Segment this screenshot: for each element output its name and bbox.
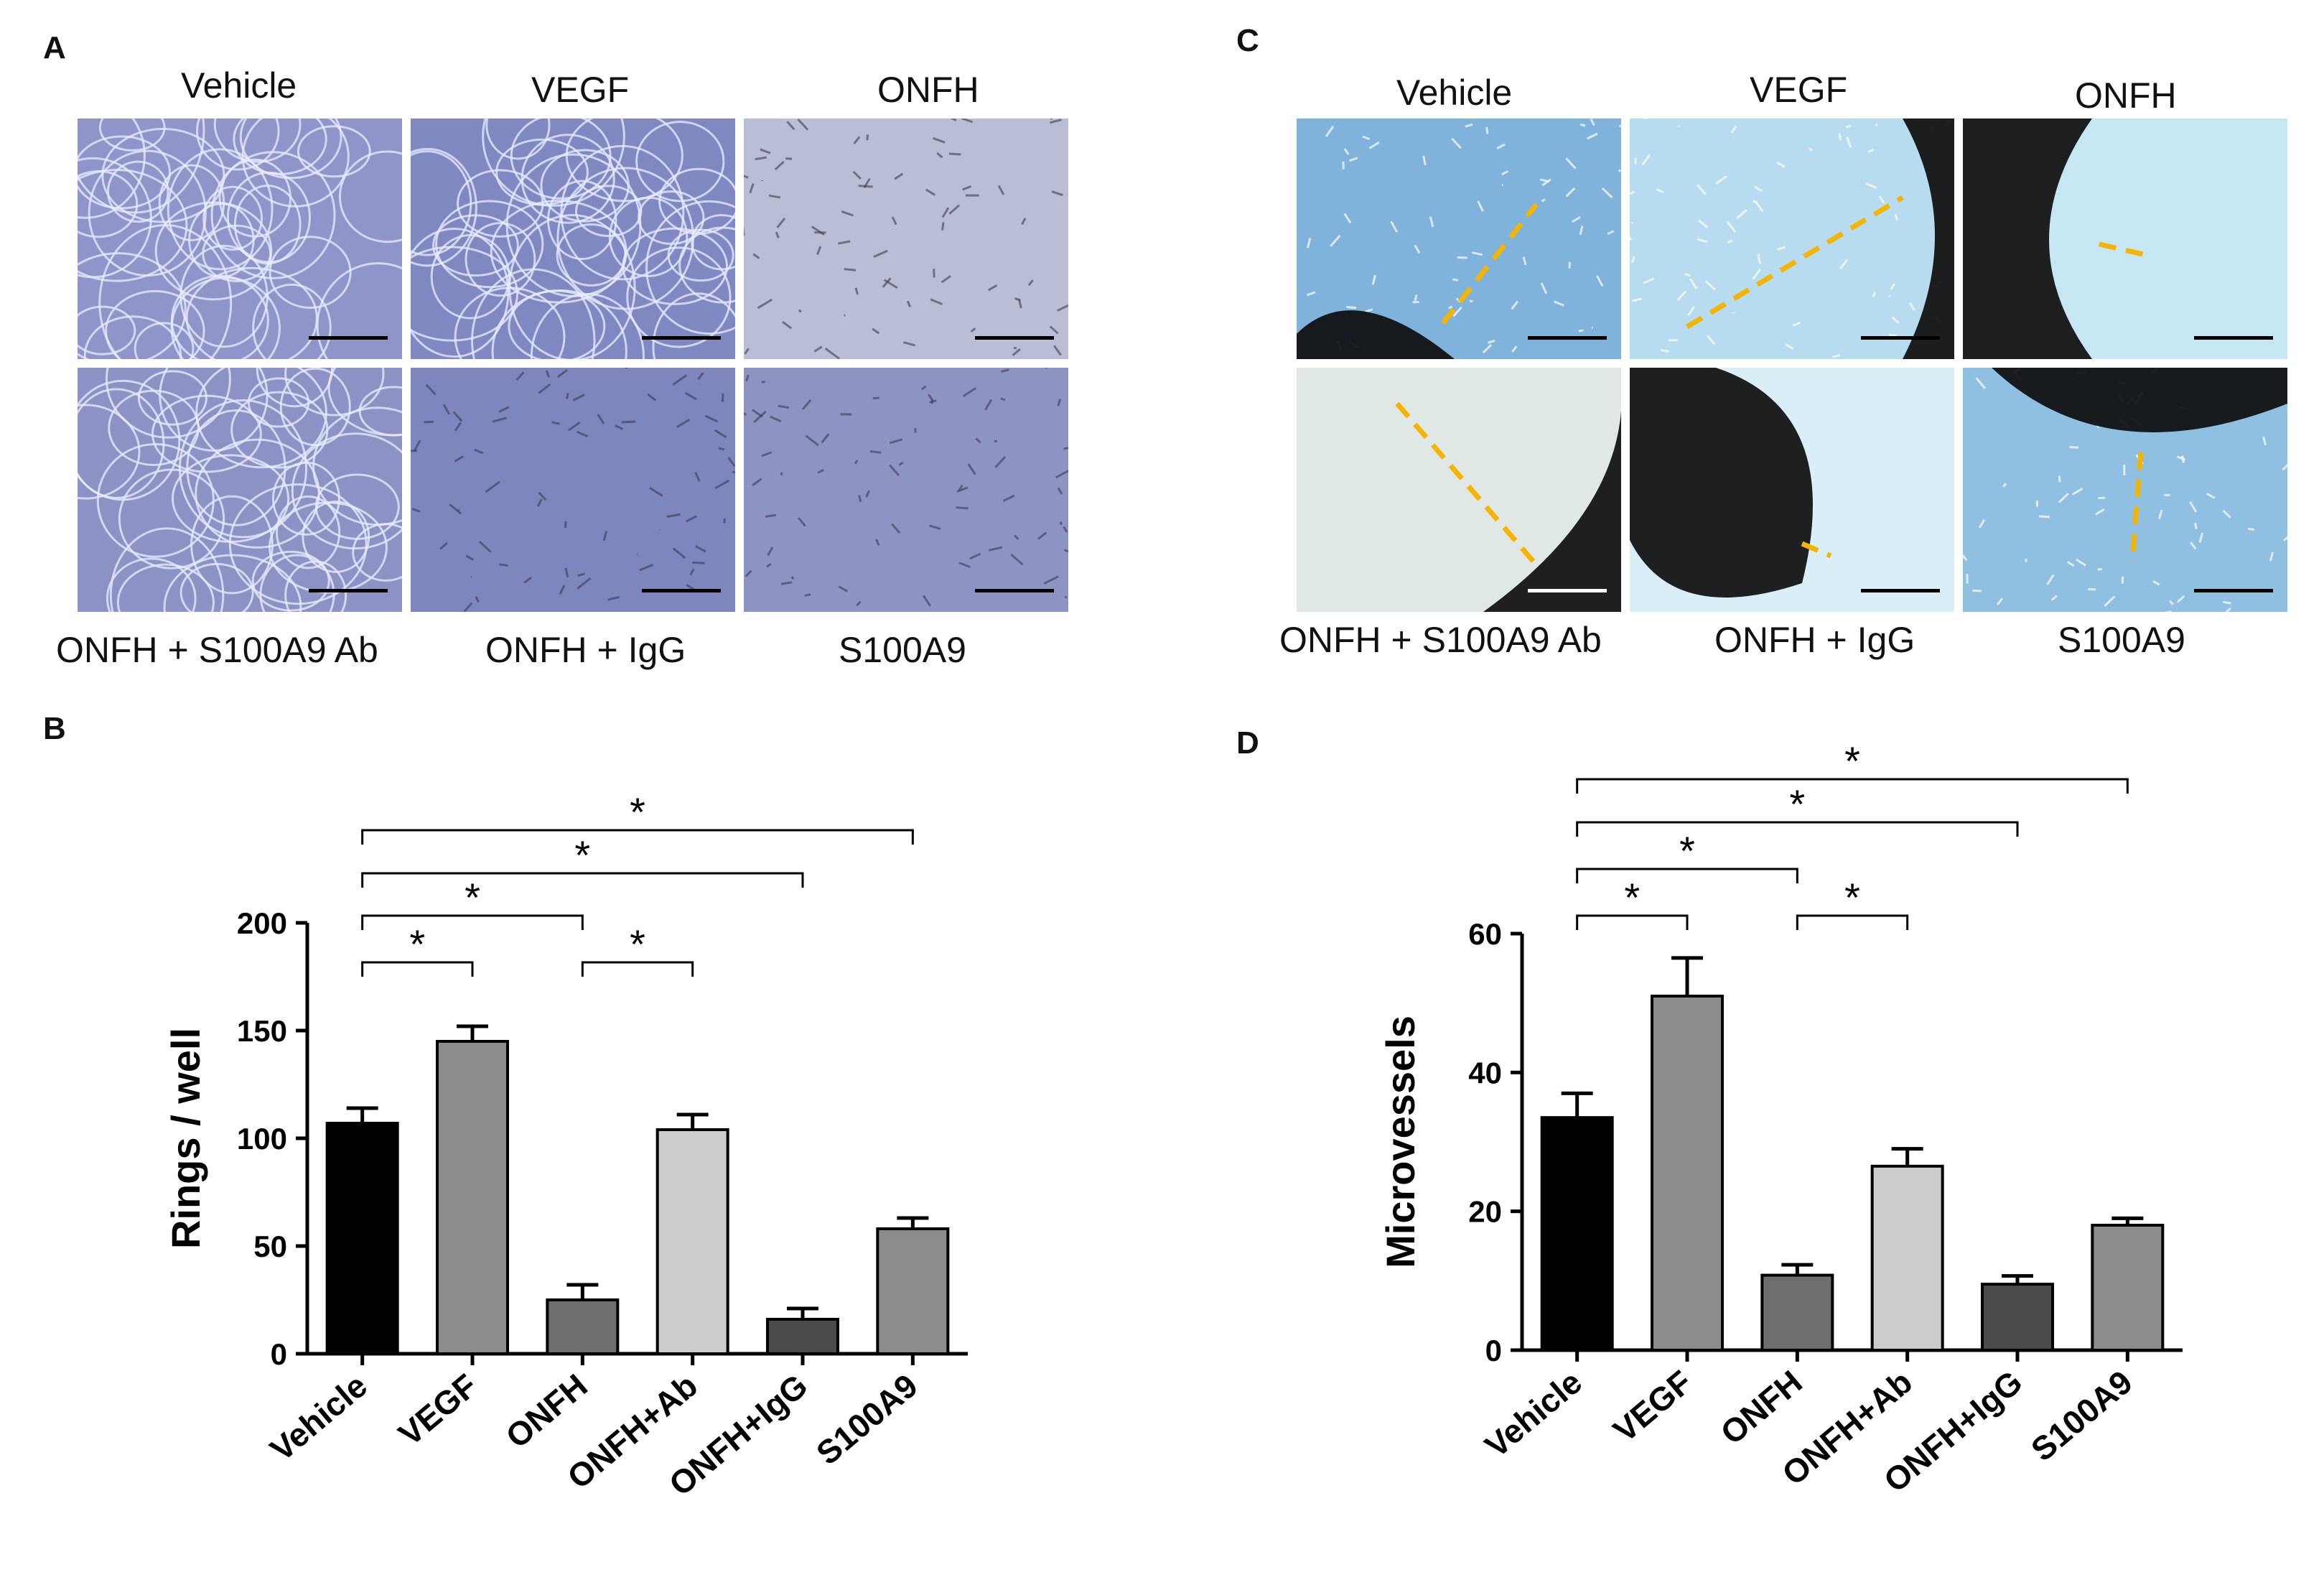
chart-b-bar-vehicle bbox=[325, 1122, 399, 1355]
panel-c-label-onfh-ab: ONFH + S100A9 Ab bbox=[1279, 620, 1602, 660]
chart-b-y-tick-label: 150 bbox=[237, 1014, 287, 1048]
chart-d-significance-star: * bbox=[1624, 875, 1640, 920]
chart-b-y-tick-label: 50 bbox=[253, 1230, 287, 1263]
chart-b-bar-onfh bbox=[546, 1298, 620, 1355]
chart-b-y-axis-label: Rings / well bbox=[163, 1028, 208, 1249]
panel-c-label-vegf: VEGF bbox=[1750, 70, 1848, 110]
chart-b-bar-vegf bbox=[436, 1040, 509, 1355]
chart-d-x-tick-label: VEGF bbox=[1606, 1363, 1699, 1449]
chart-b-bar-s100a9 bbox=[876, 1227, 950, 1355]
micrograph-a-s100a9 bbox=[744, 368, 1068, 612]
chart-d-y-tick-label: 60 bbox=[1468, 917, 1502, 951]
panel-c-label-s100a9: S100A9 bbox=[2058, 620, 2185, 660]
panel-a-label-s100a9: S100A9 bbox=[839, 630, 966, 670]
panel-letter-b: B bbox=[43, 711, 66, 746]
chart-b-significance-bracket: * bbox=[361, 832, 804, 888]
micrograph-c-onfh-igg bbox=[1630, 368, 1954, 612]
chart-d-significance-star: * bbox=[1844, 875, 1860, 920]
panel-letter-c: C bbox=[1236, 23, 1259, 58]
chart-b-significance-star: * bbox=[574, 832, 590, 878]
panel-c-label-vehicle: Vehicle bbox=[1396, 73, 1513, 113]
chart-b-significance-bracket: * bbox=[361, 875, 584, 930]
chart-d-bar-s100a9 bbox=[2091, 1224, 2165, 1352]
chart-b-x-tick-label: S100A9 bbox=[809, 1367, 925, 1472]
micrograph-a-onfh-igg bbox=[411, 368, 735, 612]
chart-d-y-axis-label: Microvessels bbox=[1378, 1015, 1423, 1268]
micrograph-a-onfh bbox=[744, 118, 1068, 359]
chart-d-significance-bracket: * bbox=[1576, 738, 2129, 794]
chart-d-significance-star: * bbox=[1844, 738, 1860, 784]
chart-b-y-tick-label: 100 bbox=[237, 1122, 287, 1156]
chart-d-significance-bracket: * bbox=[1576, 781, 2019, 837]
chart-b-y-tick-label: 0 bbox=[271, 1337, 287, 1371]
panel-a-label-vehicle: Vehicle bbox=[181, 65, 297, 106]
micrograph-c-vegf bbox=[1630, 118, 1954, 359]
chart-b-significance-star: * bbox=[465, 875, 480, 920]
chart-d-significance-bracket: * bbox=[1576, 828, 1798, 883]
panel-a-label-onfh-ab: ONFH + S100A9 Ab bbox=[56, 630, 378, 670]
chart-d-bar-onfh bbox=[1760, 1273, 1834, 1352]
micrograph-c-onfh-ab bbox=[1297, 368, 1621, 612]
panel-a-label-onfh: ONFH bbox=[877, 70, 979, 110]
chart-d-bar-onfh-igg bbox=[1981, 1283, 2054, 1352]
chart-d-bar-onfh-ab bbox=[1870, 1164, 1944, 1352]
panel-a-label-onfh-igg: ONFH + IgG bbox=[485, 630, 686, 670]
chart-b-bar-onfh-ab bbox=[655, 1128, 729, 1355]
chart-b-y-tick-label: 200 bbox=[237, 906, 287, 940]
micrograph-a-vegf bbox=[411, 118, 735, 359]
chart-d-bar-vegf bbox=[1651, 995, 1724, 1352]
chart-d-y-tick-label: 40 bbox=[1468, 1056, 1502, 1089]
chart-d-significance-bracket: * bbox=[1796, 875, 1909, 930]
chart-d-y-tick-label: 0 bbox=[1485, 1334, 1502, 1367]
micrograph-a-onfh-ab bbox=[78, 368, 402, 612]
chart-b-significance-star: * bbox=[409, 921, 425, 967]
chart-b-x-tick-label: Vehicle bbox=[263, 1367, 374, 1469]
micrograph-c-onfh bbox=[1963, 118, 2287, 359]
chart-d-x-tick-label: Vehicle bbox=[1478, 1363, 1589, 1465]
chart-b-significance-bracket: * bbox=[361, 789, 914, 845]
chart-b-x-tick-label: ONFH bbox=[498, 1367, 594, 1456]
chart-b-significance-star: * bbox=[630, 921, 645, 967]
micrograph-c-vehicle bbox=[1297, 118, 1621, 359]
panel-letter-d: D bbox=[1236, 725, 1259, 761]
chart-d-significance-star: * bbox=[1679, 828, 1695, 873]
panel-c-label-onfh-igg: ONFH + IgG bbox=[1714, 620, 1915, 660]
chart-d-x-tick-label: ONFH bbox=[1713, 1363, 1809, 1452]
panel-letter-a: A bbox=[43, 30, 66, 65]
micrograph-a-vehicle bbox=[78, 118, 402, 359]
chart-b-bar-onfh-igg bbox=[766, 1318, 839, 1355]
chart-d-significance-star: * bbox=[1789, 781, 1805, 827]
panel-a-label-vegf: VEGF bbox=[531, 70, 630, 110]
micrograph-c-s100a9 bbox=[1963, 368, 2287, 612]
chart-d-y-tick-label: 20 bbox=[1468, 1195, 1502, 1229]
chart-b-significance-bracket: * bbox=[581, 921, 694, 977]
chart-b-significance-star: * bbox=[630, 789, 645, 835]
chart-b-significance-bracket: * bbox=[361, 921, 474, 977]
chart-d-x-tick-label: S100A9 bbox=[2024, 1363, 2139, 1469]
chart-d-bar-vehicle bbox=[1540, 1116, 1614, 1352]
chart-d-significance-bracket: * bbox=[1576, 875, 1689, 930]
chart-b-x-tick-label: VEGF bbox=[391, 1367, 484, 1453]
panel-c-label-onfh: ONFH bbox=[2075, 75, 2177, 116]
